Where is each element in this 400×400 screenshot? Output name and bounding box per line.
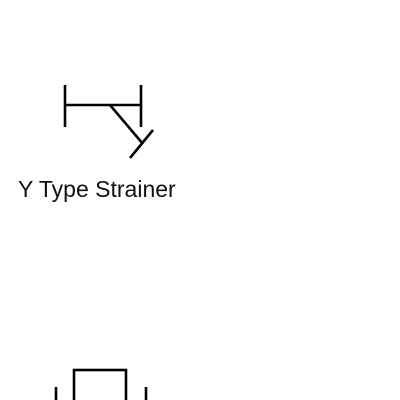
valve-actuator-icon <box>54 368 148 400</box>
shape-label: Y Type Strainer <box>18 176 176 202</box>
shape-tile-partial[interactable] <box>30 355 190 400</box>
shape-tile-y-type-strainer[interactable]: Y Type Strainer <box>0 60 220 220</box>
y-type-strainer-icon <box>63 85 155 159</box>
